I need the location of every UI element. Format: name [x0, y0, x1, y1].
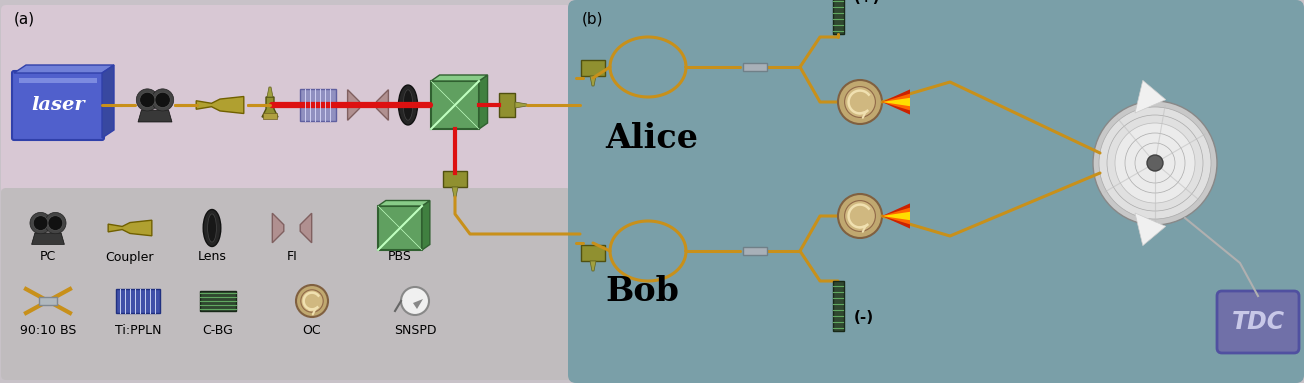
Bar — [116, 289, 160, 313]
Circle shape — [140, 92, 155, 108]
Text: (-): (-) — [854, 311, 874, 326]
Polygon shape — [432, 75, 488, 81]
Polygon shape — [882, 93, 910, 110]
Bar — [833, 281, 844, 331]
Circle shape — [845, 201, 875, 231]
Polygon shape — [262, 97, 278, 117]
Text: PBS: PBS — [389, 250, 412, 264]
Polygon shape — [515, 102, 527, 108]
FancyBboxPatch shape — [12, 71, 104, 140]
Text: Lens: Lens — [198, 250, 227, 264]
Text: PC: PC — [40, 250, 56, 264]
Polygon shape — [589, 76, 596, 86]
FancyBboxPatch shape — [1, 5, 571, 193]
Circle shape — [1148, 155, 1163, 171]
Circle shape — [30, 213, 51, 234]
Text: Ti:PPLN: Ti:PPLN — [115, 324, 162, 337]
Bar — [833, 0, 844, 34]
Text: C-BG: C-BG — [202, 324, 233, 337]
Polygon shape — [31, 233, 64, 244]
Bar — [20, 78, 96, 83]
Circle shape — [1115, 123, 1194, 203]
Polygon shape — [413, 299, 422, 309]
Polygon shape — [499, 93, 515, 117]
Polygon shape — [267, 87, 273, 97]
Circle shape — [33, 216, 48, 231]
Polygon shape — [300, 213, 312, 243]
FancyBboxPatch shape — [1, 188, 571, 380]
Circle shape — [838, 194, 882, 238]
Polygon shape — [582, 245, 605, 261]
Polygon shape — [273, 213, 284, 243]
Circle shape — [402, 287, 429, 315]
Polygon shape — [196, 97, 244, 113]
Circle shape — [845, 87, 875, 118]
Polygon shape — [452, 187, 458, 197]
Bar — [263, 113, 276, 119]
Polygon shape — [479, 75, 488, 129]
Polygon shape — [14, 65, 113, 73]
Bar — [743, 63, 767, 71]
Circle shape — [838, 80, 882, 124]
FancyBboxPatch shape — [1217, 291, 1299, 353]
Text: Bob: Bob — [605, 275, 679, 308]
Circle shape — [44, 213, 67, 234]
Ellipse shape — [403, 90, 413, 120]
Text: Alice: Alice — [605, 122, 698, 155]
Text: (b): (b) — [582, 11, 604, 26]
Polygon shape — [377, 90, 389, 120]
Polygon shape — [108, 220, 151, 236]
Bar — [200, 291, 236, 311]
Circle shape — [155, 92, 171, 108]
Text: (a): (a) — [14, 11, 35, 26]
Ellipse shape — [207, 214, 216, 242]
Text: TDC: TDC — [1231, 310, 1284, 334]
Polygon shape — [378, 200, 430, 206]
Ellipse shape — [203, 210, 220, 247]
Bar — [378, 206, 422, 250]
Text: 90:10 BS: 90:10 BS — [20, 324, 76, 337]
Polygon shape — [102, 65, 113, 138]
Circle shape — [48, 216, 63, 231]
Text: SNSPD: SNSPD — [394, 324, 437, 337]
Circle shape — [296, 285, 329, 317]
Bar — [743, 247, 767, 255]
Polygon shape — [882, 208, 910, 224]
Polygon shape — [443, 171, 467, 187]
Text: Coupler: Coupler — [106, 250, 154, 264]
Text: (+): (+) — [854, 0, 880, 5]
Circle shape — [1093, 101, 1217, 225]
Bar — [432, 81, 479, 129]
Text: FI: FI — [287, 250, 297, 264]
Polygon shape — [882, 212, 910, 220]
Polygon shape — [882, 89, 910, 115]
Polygon shape — [138, 110, 172, 122]
Text: OC: OC — [303, 324, 321, 337]
Text: laser: laser — [31, 97, 85, 115]
Polygon shape — [1134, 213, 1166, 246]
FancyBboxPatch shape — [569, 0, 1304, 383]
Polygon shape — [422, 200, 430, 250]
Polygon shape — [582, 60, 605, 76]
Polygon shape — [882, 98, 910, 106]
Bar — [39, 297, 57, 305]
Polygon shape — [589, 261, 596, 271]
Ellipse shape — [399, 85, 417, 125]
Polygon shape — [1134, 80, 1166, 113]
Circle shape — [137, 89, 158, 111]
Polygon shape — [348, 90, 360, 120]
Polygon shape — [882, 203, 910, 229]
Bar — [300, 89, 336, 121]
Circle shape — [1099, 107, 1211, 219]
Circle shape — [301, 290, 323, 312]
Circle shape — [151, 89, 173, 111]
